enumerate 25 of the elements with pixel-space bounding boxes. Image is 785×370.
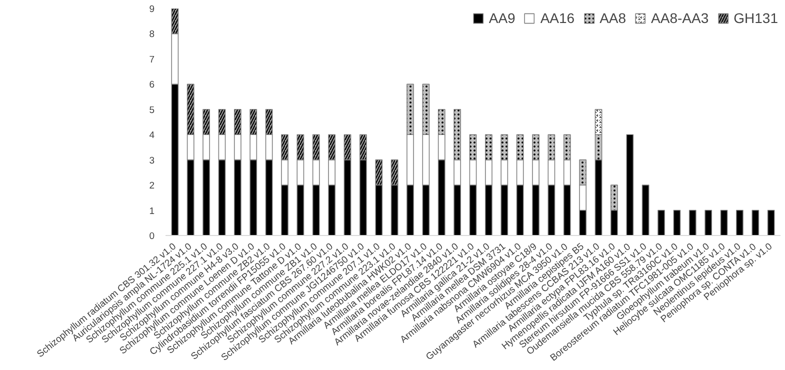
y-tick-label: 1 bbox=[149, 206, 155, 217]
bar bbox=[658, 210, 665, 236]
y-tick-label: 2 bbox=[149, 180, 155, 192]
y-tick-label: 5 bbox=[149, 104, 155, 116]
y-tick-label: 7 bbox=[149, 54, 155, 66]
bar bbox=[626, 134, 634, 236]
bar bbox=[642, 184, 650, 236]
y-tick-label: 0 bbox=[149, 231, 155, 242]
bar bbox=[752, 210, 760, 236]
bar bbox=[767, 210, 775, 236]
legend-label: AA16 bbox=[540, 10, 575, 26]
bar bbox=[673, 210, 681, 236]
y-tick-label: 3 bbox=[149, 155, 155, 166]
bar bbox=[720, 210, 728, 236]
bar bbox=[736, 210, 744, 236]
y-tick-label: 9 bbox=[149, 4, 155, 15]
legend-label: GH131 bbox=[734, 10, 778, 26]
legend-label: AA9 bbox=[488, 10, 516, 26]
y-tick-label: 8 bbox=[149, 29, 155, 40]
legend-label: AA8 bbox=[600, 10, 626, 26]
bar bbox=[688, 210, 696, 236]
bar bbox=[704, 210, 712, 236]
legend-label: AA8-AA3 bbox=[651, 10, 709, 26]
y-tick-label: 6 bbox=[149, 80, 155, 91]
y-tick-label: 4 bbox=[149, 130, 155, 142]
